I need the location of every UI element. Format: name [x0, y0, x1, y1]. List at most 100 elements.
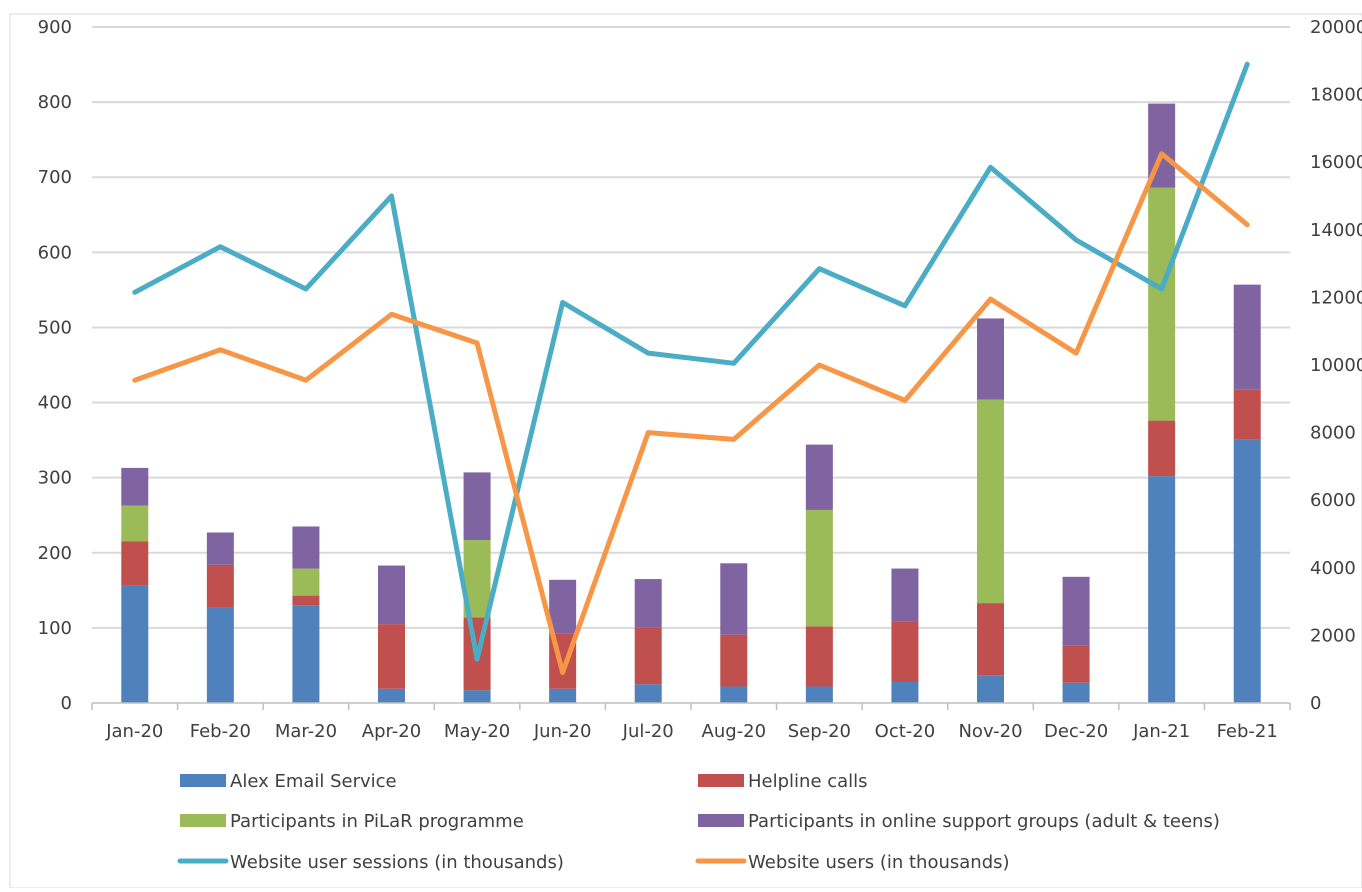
bar-segment: [121, 541, 149, 586]
y-left-tick-label: 900: [38, 17, 72, 38]
bar-segment: [720, 563, 748, 635]
bar-segment: [805, 626, 833, 687]
bar-segment: [977, 675, 1004, 703]
bar-segment: [1062, 645, 1090, 683]
y-right-tick-label: 0: [1310, 693, 1321, 714]
x-tick-label: Sep-20: [788, 721, 851, 742]
legend: Alex Email Service Helpline calls Particip…: [177, 771, 1220, 873]
legend-swatch: [180, 774, 226, 787]
x-tick-label: Feb-21: [1217, 721, 1278, 742]
y-left-tick-label: 300: [38, 468, 72, 489]
y-axis-right: 0 2000 4000 6000 8000 10000 12000 14000 16000 180…: [1310, 17, 1362, 714]
x-tick-label: Nov-20: [958, 721, 1022, 742]
y-left-tick-label: 200: [38, 543, 72, 564]
bar-segment: [463, 690, 491, 703]
y-left-tick-label: 600: [38, 242, 72, 263]
bar-segment: [292, 595, 320, 606]
y-left-tick-label: 100: [38, 618, 72, 639]
bar-segment: [891, 681, 919, 703]
bar-segment: [805, 686, 833, 703]
legend-swatch: [698, 774, 744, 787]
y-right-tick-label: 4000: [1310, 558, 1356, 579]
x-tick-label: Jan-21: [1132, 721, 1190, 742]
bar-segment: [891, 621, 919, 682]
bar-segment: [121, 505, 149, 542]
legend-label: Participants in online support groups (a…: [748, 811, 1220, 832]
bar-segment: [1233, 284, 1261, 390]
line-series: [132, 61, 1250, 676]
x-tick-label: Jan-20: [105, 721, 163, 742]
legend-label: Website users (in thousands): [748, 852, 1010, 873]
y-left-tick-label: 800: [38, 92, 72, 113]
x-tick-label: Jul-20: [622, 721, 674, 742]
bar-segment: [634, 579, 662, 628]
bar-segment: [634, 684, 662, 703]
bar-segment: [549, 688, 577, 703]
series-line: [132, 151, 1250, 676]
bar-segment: [1148, 476, 1176, 703]
bar-segment: [805, 444, 833, 510]
bar-segment: [1062, 576, 1090, 646]
y-left-tick-label: 700: [38, 167, 72, 188]
bar-segment: [206, 564, 234, 608]
bar-segment: [206, 607, 234, 703]
bar-segment: [977, 318, 1004, 400]
bar-segment: [206, 532, 234, 565]
bar-segment: [378, 565, 405, 625]
bar-segment: [720, 686, 748, 703]
y-right-tick-label: 20000: [1310, 17, 1362, 38]
bar-segment: [720, 634, 748, 687]
legend-label: Alex Email Service: [230, 771, 397, 792]
bar-segment: [977, 603, 1004, 676]
bar-segment: [977, 399, 1004, 604]
legend-label: Website user sessions (in thousands): [230, 852, 564, 873]
y-left-tick-label: 0: [61, 693, 72, 714]
bar-series: [121, 103, 1261, 703]
series-line: [132, 61, 1250, 662]
x-axis: Jan-20 Feb-20 Mar-20 Apr-20 May-20 Jun-20 Jul-…: [91, 702, 1291, 742]
bar-segment: [292, 605, 320, 703]
bar-segment: [805, 509, 833, 627]
y-left-tick-label: 400: [38, 393, 72, 414]
x-tick-label: Apr-20: [362, 721, 421, 742]
bar-segment: [121, 467, 149, 506]
y-left-tick-label: 500: [38, 317, 72, 338]
bar-segment: [292, 568, 320, 596]
bar-segment: [121, 585, 149, 703]
x-tick-label: May-20: [444, 721, 510, 742]
bar-segment: [1062, 682, 1090, 703]
legend-swatch: [180, 814, 226, 827]
y-right-tick-label: 12000: [1310, 287, 1362, 308]
bar-segment: [1148, 420, 1176, 477]
bar-segment: [1148, 187, 1176, 421]
x-tick-label: Jun-20: [533, 721, 592, 742]
gridlines: [92, 26, 1290, 629]
y-right-tick-label: 14000: [1310, 220, 1362, 241]
x-tick-label: Mar-20: [275, 721, 337, 742]
bar-segment: [378, 688, 405, 703]
legend-swatch: [698, 814, 744, 827]
x-tick-label: Feb-20: [190, 721, 251, 742]
bar-segment: [634, 627, 662, 685]
y-right-tick-label: 2000: [1310, 625, 1356, 646]
x-tick-label: Aug-20: [702, 721, 767, 742]
bar-segment: [463, 472, 491, 541]
y-axis-left: 0 100 200 300 400 500 600 700 800 900: [38, 17, 72, 714]
bar-segment: [1233, 439, 1261, 703]
y-right-tick-label: 18000: [1310, 85, 1362, 106]
x-tick-label: Oct-20: [875, 721, 936, 742]
bar-segment: [1233, 389, 1261, 440]
bar-segment: [549, 579, 577, 634]
bar-segment: [378, 624, 405, 689]
y-right-tick-label: 16000: [1310, 152, 1362, 173]
legend-label: Helpline calls: [748, 771, 868, 792]
y-right-tick-label: 8000: [1310, 423, 1356, 444]
bar-segment: [891, 568, 919, 622]
legend-label: Participants in PiLaR programme: [230, 811, 524, 832]
y-right-tick-label: 10000: [1310, 355, 1362, 376]
bar-segment: [292, 526, 320, 569]
x-tick-label: Dec-20: [1044, 721, 1108, 742]
y-right-tick-label: 6000: [1310, 490, 1356, 511]
